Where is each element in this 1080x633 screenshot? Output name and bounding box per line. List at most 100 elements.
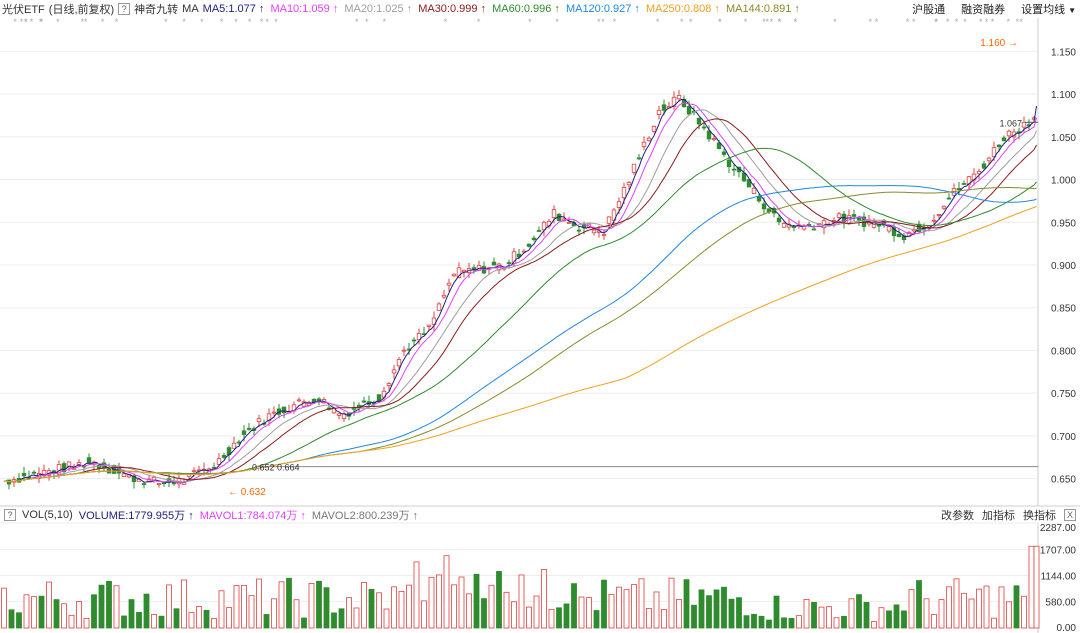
ma-legend-item: MA5:1.077 ↑ (202, 2, 265, 15)
up-candle (1006, 130, 1012, 137)
price-tick-label: 0.750 (1051, 389, 1076, 400)
down-candle (996, 144, 1002, 148)
volume-bar-up (586, 597, 592, 629)
ma30-line (3, 118, 1037, 483)
marker-star: * (613, 17, 617, 27)
volume-bar-down (38, 595, 45, 629)
down-candle (506, 262, 512, 264)
price-tick-label: 1.000 (1051, 176, 1076, 187)
down-candle (946, 197, 952, 200)
marker-star: * (200, 17, 204, 27)
down-candle (411, 339, 417, 342)
main-chart-toolbar: 光伏ETF (日线,前复权) ? 神奇九转 MA MA5:1.077 ↑ MA10… (0, 0, 1080, 17)
up-candle (461, 269, 467, 273)
volume-bar-up (983, 585, 990, 629)
marker-star: * (875, 17, 879, 27)
volume-bar-down (758, 615, 765, 629)
volume-bar-up (668, 577, 675, 629)
marker-star: * (762, 17, 766, 27)
up-candle (626, 181, 632, 186)
up-candle (391, 369, 397, 374)
down-candle (131, 475, 137, 483)
down-candle (891, 227, 897, 237)
up-candle (426, 324, 432, 327)
down-candle (851, 214, 857, 217)
volume-bar-up (68, 614, 75, 629)
volume-toolbar: ? VOL(5,10) VOLUME:1779.955万 ↑ MAVOL1:784… (0, 507, 1080, 523)
volume-bar-up (61, 603, 67, 629)
help-icon[interactable]: ? (118, 2, 131, 15)
volume-bar-up (23, 594, 30, 629)
volume-tick-label: 580.00 (1045, 597, 1076, 608)
volume-bar-up (1028, 545, 1035, 629)
volume-bar-up (196, 606, 202, 629)
ma-legend-item: MA20:1.025 ↑ (344, 2, 413, 15)
volume-bar-up (218, 590, 225, 629)
volume-bar-up (503, 591, 510, 629)
price-tick-label: 0.900 (1051, 261, 1076, 272)
up-candle (591, 229, 597, 234)
ma144-line (3, 187, 1037, 483)
volume-bar-down (1013, 585, 1020, 629)
ma5-line (3, 99, 1037, 484)
close-icon[interactable]: X (1064, 509, 1076, 521)
up-candle (191, 470, 197, 473)
up-candle (551, 209, 557, 218)
help-icon[interactable]: ? (4, 509, 16, 521)
volume-bar-down (841, 615, 847, 629)
volume-bar-down (788, 618, 795, 629)
volume-bar-down (713, 589, 720, 629)
up-candle (456, 267, 462, 278)
up-candle (781, 223, 787, 228)
volume-bar-up (46, 581, 52, 629)
volume-bar-up (308, 583, 315, 629)
volume-bar-up (938, 599, 945, 629)
volume-bar-up (676, 599, 682, 629)
marker-star: * (833, 17, 837, 27)
volume-bar-down (98, 584, 105, 629)
volume-bar-up (796, 615, 802, 629)
up-candle (676, 94, 682, 100)
up-candle (66, 461, 72, 469)
ma-settings-button[interactable]: 设置均线 ▼ (1021, 1, 1076, 17)
marker-star: * (1019, 17, 1023, 27)
down-candle (531, 237, 537, 241)
marker-star: * (1007, 17, 1011, 27)
add-indicator-button[interactable]: 加指标 (982, 510, 1015, 522)
volume-bar-up (458, 576, 465, 629)
down-candle (791, 225, 797, 228)
ma-legend-item: MA144:0.891 ↑ (725, 2, 800, 15)
volume-legend-item: MAVOL2:800.239万 ↑ (311, 510, 419, 522)
change-params-button[interactable]: 改参数 (941, 510, 974, 522)
up-candle (336, 413, 342, 416)
volume-bar-down (496, 571, 502, 629)
volume-bar-up (1021, 595, 1027, 629)
margin-trading-button[interactable]: 融资融券 (961, 3, 1006, 16)
volume-bar-down (158, 615, 165, 629)
volume-bar-up (511, 601, 517, 629)
down-candle (721, 151, 727, 155)
up-candle (991, 147, 997, 158)
volume-bar-down (916, 580, 922, 629)
marker-star: * (946, 17, 950, 27)
volume-bar-down (263, 614, 270, 629)
marker-star: * (718, 17, 722, 27)
up-candle (566, 222, 572, 224)
marker-star: * (793, 17, 797, 27)
switch-indicator-button[interactable]: 换指标 (1023, 510, 1056, 522)
marker-star: * (689, 17, 693, 27)
volume-bar-up (353, 607, 360, 629)
volume-bar-up (76, 601, 82, 629)
marker-star: * (101, 17, 105, 27)
main-chart-buttons: 沪股通 融资融券 设置均线 ▼ (896, 0, 1076, 17)
up-candle (711, 138, 717, 141)
marker-star: * (555, 17, 559, 27)
volume-bar-down (203, 609, 210, 629)
volume-bar-down (751, 613, 757, 629)
marker-star: * (274, 17, 278, 27)
volume-bar-up (271, 598, 277, 629)
volume-bar-down (481, 598, 487, 629)
marker-star: * (793, 17, 797, 27)
hsgt-button[interactable]: 沪股通 (912, 3, 946, 16)
